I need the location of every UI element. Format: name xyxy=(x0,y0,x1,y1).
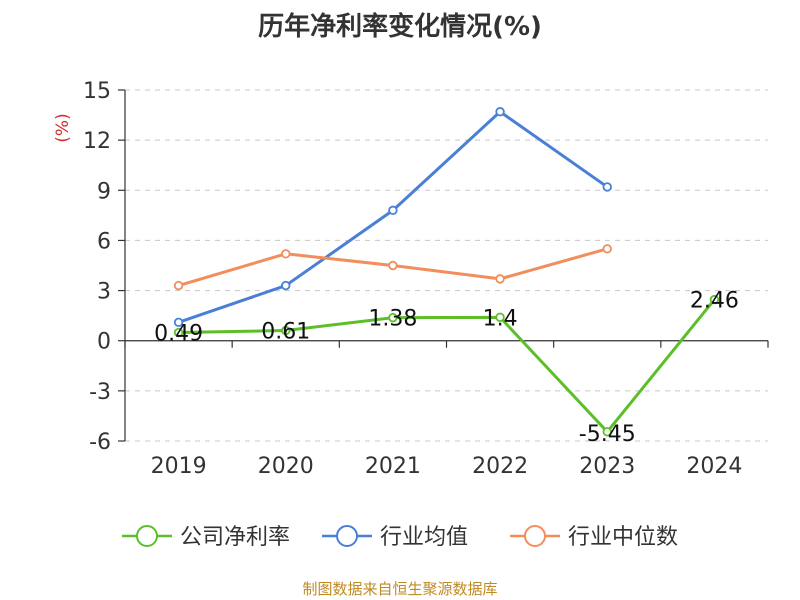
legend[interactable]: 公司净利率 行业均值 行业中位数 xyxy=(122,525,678,550)
x-tick-label: 2022 xyxy=(472,454,528,479)
chart-title: 历年净利率变化情况(%) xyxy=(258,12,542,42)
axes: 15 12 9 6 3 0 -3 -6 2019 2020 2021 2022 2023 2024 xyxy=(83,79,769,479)
data-point[interactable] xyxy=(173,317,184,328)
data-label: 1.4 xyxy=(483,306,518,331)
source-footer: 制图数据来自恒生聚源数据库 xyxy=(302,580,498,598)
data-point[interactable] xyxy=(495,312,505,323)
legend-item[interactable]: 行业中位数 xyxy=(510,525,678,550)
legend-label: 行业中位数 xyxy=(568,525,678,550)
series-line xyxy=(178,110,609,324)
data-label: 0.61 xyxy=(261,320,310,345)
x-tick-label: 2024 xyxy=(686,454,742,479)
legend-marker xyxy=(524,525,546,547)
y-tick-label: -6 xyxy=(89,430,111,455)
y-tick-label: 0 xyxy=(97,330,111,355)
y-tick-label: 15 xyxy=(83,79,111,104)
data-label: -5.45 xyxy=(579,422,636,447)
data-label: 0.49 xyxy=(154,322,203,347)
data-point[interactable] xyxy=(281,325,291,336)
data-point[interactable] xyxy=(602,244,612,254)
data-point[interactable] xyxy=(388,312,398,323)
grid-lines xyxy=(125,89,768,442)
y-tick-label: 9 xyxy=(97,179,111,204)
data-labels: 0.49 0.61 1.38 1.4 -5.45 2.46 xyxy=(154,289,739,447)
legend-label: 行业均值 xyxy=(380,525,468,550)
legend-item[interactable]: 公司净利率 xyxy=(122,525,290,550)
y-tick-label: -3 xyxy=(89,380,111,405)
data-point[interactable] xyxy=(281,280,291,291)
data-point[interactable] xyxy=(495,107,505,117)
data-label: 1.38 xyxy=(368,307,417,332)
legend-marker xyxy=(136,525,158,547)
legend-item[interactable]: 行业均值 xyxy=(322,525,468,550)
data-point[interactable] xyxy=(495,274,505,284)
series-line xyxy=(178,298,716,434)
y-tick-label: 6 xyxy=(97,229,111,254)
legend-label: 公司净利率 xyxy=(180,525,290,550)
data-point[interactable] xyxy=(388,205,398,216)
x-tick-label: 2019 xyxy=(151,454,207,479)
data-point[interactable] xyxy=(281,249,291,259)
data-label: 2.46 xyxy=(690,289,739,314)
x-tick-label: 2020 xyxy=(258,454,314,479)
data-point[interactable] xyxy=(173,280,184,291)
legend-marker xyxy=(336,525,358,547)
y-axis-unit-label: (%) xyxy=(53,113,73,142)
data-point[interactable] xyxy=(709,294,720,305)
data-point[interactable] xyxy=(602,182,612,192)
y-tick-label: 3 xyxy=(97,280,111,305)
data-point[interactable] xyxy=(602,427,612,437)
series-lines xyxy=(173,107,720,437)
data-point[interactable] xyxy=(173,327,184,338)
data-point[interactable] xyxy=(388,260,398,271)
y-tick-label: 12 xyxy=(83,129,111,154)
x-tick-label: 2021 xyxy=(365,454,421,479)
x-tick-label: 2023 xyxy=(579,454,635,479)
